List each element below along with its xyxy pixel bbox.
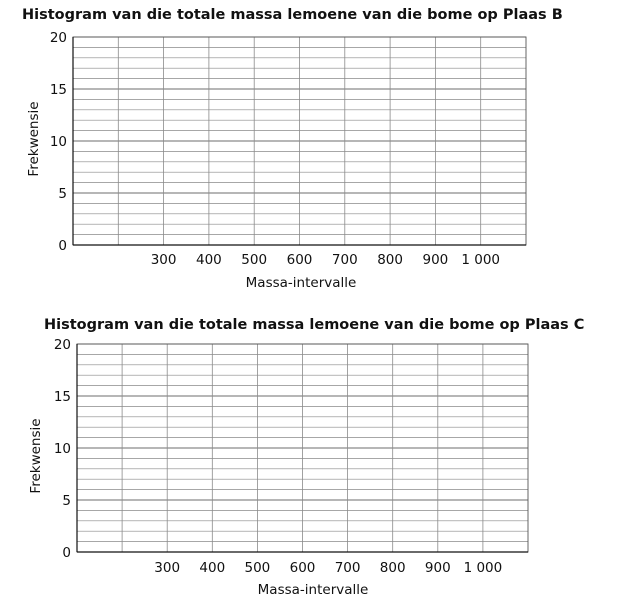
x-tick-label: 600	[287, 252, 313, 268]
y-tick-label: 5	[62, 493, 71, 509]
histogram-plaas-b-svg: Histogram van die totale massa lemoene v…	[22, 7, 563, 291]
chart-title: Histogram van die totale massa lemoene v…	[44, 317, 584, 333]
x-tick-label: 500	[245, 560, 271, 576]
x-tick-label: 700	[332, 252, 358, 268]
grid-plaas-b	[72, 36, 527, 246]
x-tick-label: 700	[335, 560, 361, 576]
y-tick-label: 5	[58, 186, 67, 202]
x-tick-labels-plaas-c: 300 400 500 600 700 800 900 1 000	[154, 560, 502, 576]
x-tick-label: 400	[199, 560, 225, 576]
y-tick-label: 10	[50, 134, 67, 150]
histogram-plaas-c-svg: Histogram van die totale massa lemoene v…	[28, 317, 584, 598]
y-tick-label: 15	[50, 82, 67, 98]
x-axis-label: Massa-intervalle	[258, 582, 369, 598]
x-tick-label: 300	[154, 560, 180, 576]
y-tick-label: 0	[62, 545, 71, 561]
x-tick-label: 900	[425, 560, 451, 576]
x-tick-labels-plaas-b: 300 400 500 600 700 800 900 1 000	[151, 252, 500, 268]
x-tick-label: 300	[151, 252, 177, 268]
histogram-plaas-b: Histogram van die totale massa lemoene v…	[0, 0, 620, 300]
x-tick-label: 500	[241, 252, 267, 268]
x-tick-label: 800	[380, 560, 406, 576]
x-tick-label: 400	[196, 252, 222, 268]
histogram-plaas-c: Histogram van die totale massa lemoene v…	[0, 306, 620, 606]
x-tick-label: 800	[377, 252, 403, 268]
y-tick-label: 0	[58, 238, 67, 254]
y-tick-labels-plaas-b: 0 5 10 15 20	[50, 30, 67, 254]
y-tick-label: 20	[54, 337, 71, 353]
x-tick-label: 900	[423, 252, 449, 268]
y-tick-label: 15	[54, 389, 71, 405]
y-tick-labels-plaas-c: 0 5 10 15 20	[54, 337, 71, 561]
y-axis-label: Frekwensie	[28, 418, 44, 493]
grid-plaas-c	[76, 343, 529, 553]
x-tick-label: 600	[290, 560, 316, 576]
chart-title: Histogram van die totale massa lemoene v…	[22, 7, 563, 23]
x-tick-label: 1 000	[464, 560, 503, 576]
y-tick-label: 20	[50, 30, 67, 46]
x-tick-label: 1 000	[461, 252, 500, 268]
y-tick-label: 10	[54, 441, 71, 457]
y-axis-label: Frekwensie	[26, 101, 42, 176]
x-axis-label: Massa-intervalle	[246, 275, 357, 291]
